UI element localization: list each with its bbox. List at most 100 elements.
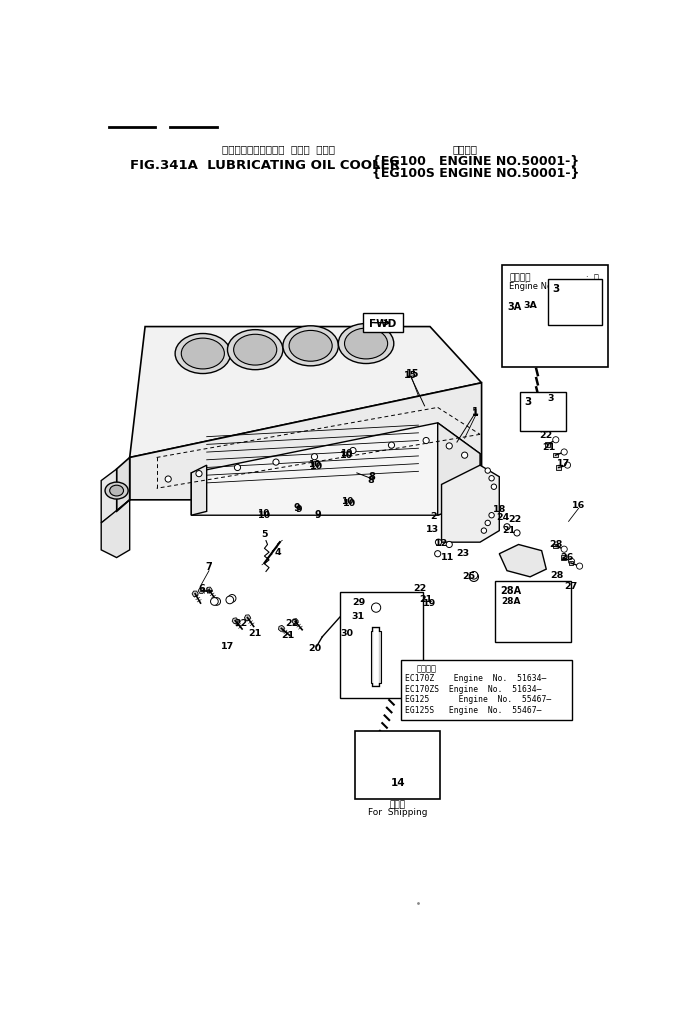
Circle shape xyxy=(165,476,171,482)
Text: Engine No.: Engine No. xyxy=(509,282,555,291)
Ellipse shape xyxy=(283,326,338,366)
Text: 10: 10 xyxy=(308,459,321,469)
Circle shape xyxy=(470,572,477,579)
Text: 10: 10 xyxy=(258,510,271,520)
Text: 3: 3 xyxy=(547,394,554,402)
Text: 17: 17 xyxy=(557,459,570,469)
Text: 適用号機: 適用号機 xyxy=(416,665,436,674)
Text: 23: 23 xyxy=(456,549,469,558)
Polygon shape xyxy=(527,598,533,604)
Circle shape xyxy=(577,563,583,569)
Circle shape xyxy=(489,476,495,481)
Text: 7: 7 xyxy=(206,562,212,572)
Text: 3A: 3A xyxy=(508,302,522,312)
Polygon shape xyxy=(206,587,212,593)
Text: 3: 3 xyxy=(525,396,532,406)
Bar xyxy=(401,660,573,720)
Circle shape xyxy=(514,530,520,536)
Circle shape xyxy=(462,452,468,458)
Text: 31: 31 xyxy=(352,612,365,621)
Text: 28: 28 xyxy=(550,571,564,580)
Circle shape xyxy=(481,528,486,533)
Circle shape xyxy=(446,443,452,449)
Circle shape xyxy=(196,471,202,477)
Text: 適用号機: 適用号機 xyxy=(452,144,477,154)
Text: 2: 2 xyxy=(431,513,437,522)
Ellipse shape xyxy=(105,482,128,499)
Polygon shape xyxy=(539,406,544,411)
Polygon shape xyxy=(569,296,573,300)
Text: 18: 18 xyxy=(493,505,506,515)
Polygon shape xyxy=(514,600,520,606)
Text: 22: 22 xyxy=(285,619,298,628)
Ellipse shape xyxy=(175,334,231,374)
Text: 21: 21 xyxy=(543,443,556,452)
Circle shape xyxy=(434,550,440,556)
Text: 9: 9 xyxy=(295,505,301,515)
Polygon shape xyxy=(514,324,520,330)
Text: 11: 11 xyxy=(441,553,454,563)
Polygon shape xyxy=(198,588,204,593)
Ellipse shape xyxy=(227,330,283,370)
Text: 27: 27 xyxy=(564,582,577,591)
Text: 21: 21 xyxy=(503,526,516,535)
Bar xyxy=(520,392,566,431)
Ellipse shape xyxy=(289,331,332,361)
Polygon shape xyxy=(192,591,198,596)
Circle shape xyxy=(388,442,395,448)
Text: 25: 25 xyxy=(462,573,476,581)
Text: For  Shipping: For Shipping xyxy=(368,808,427,817)
Polygon shape xyxy=(499,544,546,577)
Bar xyxy=(371,631,382,683)
Polygon shape xyxy=(545,442,550,447)
Polygon shape xyxy=(540,619,546,625)
Text: 28: 28 xyxy=(549,540,562,549)
Bar xyxy=(548,279,601,325)
Polygon shape xyxy=(101,469,116,523)
Polygon shape xyxy=(279,626,284,631)
Text: 29: 29 xyxy=(352,597,365,606)
Bar xyxy=(340,592,423,698)
Text: 9: 9 xyxy=(293,502,300,513)
Text: {EG100S ENGINE NO.50001-}: {EG100S ENGINE NO.50001-} xyxy=(372,166,580,180)
Text: 1: 1 xyxy=(472,409,479,418)
Ellipse shape xyxy=(182,338,225,369)
Text: 22: 22 xyxy=(539,432,552,440)
Polygon shape xyxy=(292,619,298,625)
Text: 28A: 28A xyxy=(501,597,521,605)
Polygon shape xyxy=(191,466,207,516)
Circle shape xyxy=(564,463,571,469)
Text: 10: 10 xyxy=(310,463,323,472)
Text: 28A: 28A xyxy=(500,586,521,596)
Text: 9: 9 xyxy=(315,510,322,521)
Circle shape xyxy=(485,521,490,526)
Text: FIG.341A  LUBRICATING OIL COOLER: FIG.341A LUBRICATING OIL COOLER xyxy=(129,159,399,173)
Polygon shape xyxy=(101,500,129,557)
Text: 30: 30 xyxy=(340,629,353,637)
Text: 10: 10 xyxy=(341,497,353,505)
Bar xyxy=(501,265,608,367)
Text: 5: 5 xyxy=(261,530,268,539)
Text: 8: 8 xyxy=(367,476,374,485)
Text: ·  ～: · ～ xyxy=(586,274,599,283)
Text: 14: 14 xyxy=(390,778,405,788)
Text: 10: 10 xyxy=(340,449,352,458)
Circle shape xyxy=(561,449,567,455)
Ellipse shape xyxy=(338,324,394,363)
Ellipse shape xyxy=(234,334,277,366)
Text: EG125      Engine  No.  55467–: EG125 Engine No. 55467– xyxy=(406,695,551,704)
Text: EG125S   Engine  No.  55467–: EG125S Engine No. 55467– xyxy=(406,707,542,715)
Bar xyxy=(356,731,440,798)
Polygon shape xyxy=(370,619,375,624)
Circle shape xyxy=(569,558,575,565)
Circle shape xyxy=(312,453,318,459)
Circle shape xyxy=(226,596,234,603)
Circle shape xyxy=(423,437,429,443)
Polygon shape xyxy=(116,457,129,512)
Text: EC170Z    Engine  No.  51634–: EC170Z Engine No. 51634– xyxy=(406,674,547,683)
Text: 10: 10 xyxy=(340,451,353,460)
Polygon shape xyxy=(553,453,558,457)
Text: 17: 17 xyxy=(221,641,234,650)
Text: 10: 10 xyxy=(342,499,356,508)
Text: 21: 21 xyxy=(281,631,294,640)
